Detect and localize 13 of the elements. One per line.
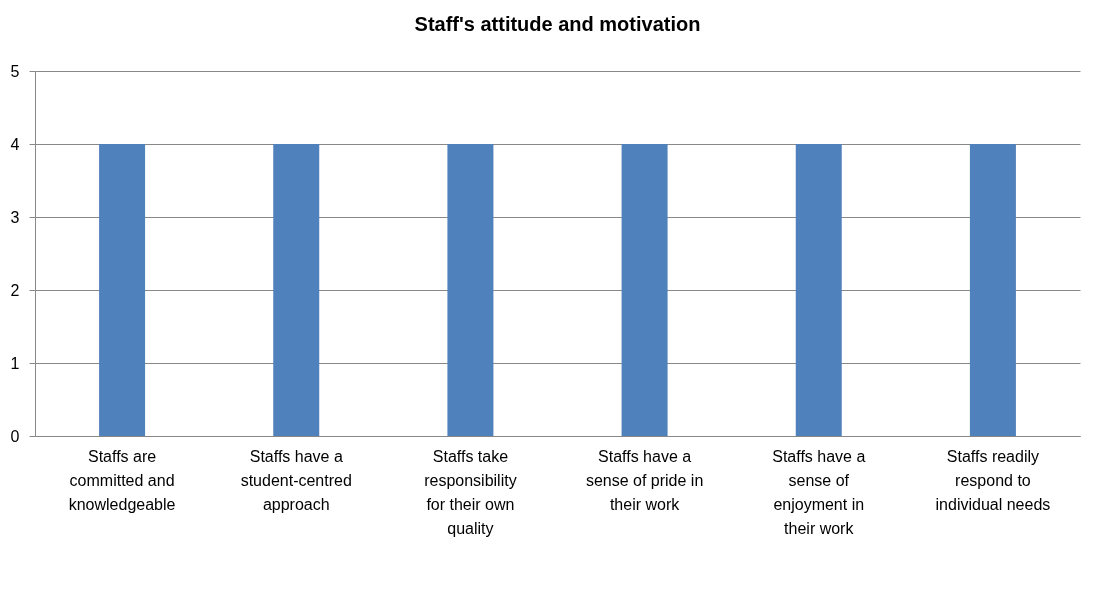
y-tick-label: 5 [10, 62, 20, 80]
x-tick-label: Staffs take responsibility for their own quality [424, 447, 517, 537]
y-tick-label: 1 [10, 354, 20, 372]
y-tick-label: 0 [10, 427, 20, 445]
chart-title: Staff's attitude and motivation [414, 13, 701, 35]
x-tick-label: Staffs have a sense of enjoyment in their work [772, 447, 866, 537]
y-tick-label: 2 [10, 281, 20, 299]
y-tick-label: 3 [10, 208, 20, 226]
x-tick-label: Staffs are committed and knowledgeable [68, 447, 176, 513]
y-tick-label: 4 [10, 135, 20, 153]
x-tick-label: Staffs have a sense of pride in their work [585, 447, 704, 513]
x-tick-label: Staffs have a student-centred approach [240, 447, 352, 513]
x-tick-label: Staffs readily respond to individual needs [935, 447, 1051, 513]
